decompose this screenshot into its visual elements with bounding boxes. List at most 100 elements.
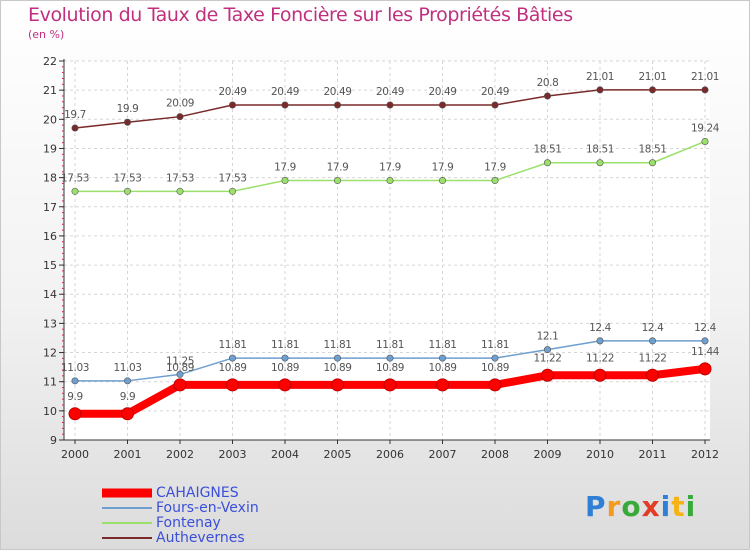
- series-cahaignes: [68, 362, 712, 421]
- data-label: 12.4: [642, 322, 664, 334]
- data-point: [386, 354, 394, 362]
- data-label: 17.53: [166, 172, 194, 184]
- data-label: 20.49: [218, 86, 246, 98]
- logo-letter: i: [685, 490, 697, 523]
- x-tick-label: 2010: [586, 448, 614, 461]
- data-label: 11.03: [113, 362, 141, 374]
- data-label: 11.81: [271, 339, 299, 351]
- data-point: [491, 101, 499, 109]
- y-tick-label: 16: [43, 230, 57, 243]
- data-label: 11.81: [323, 339, 351, 351]
- data-point: [438, 101, 446, 109]
- data-point: [646, 368, 659, 382]
- data-label: 17.9: [484, 162, 506, 174]
- data-label: 20.8: [537, 77, 559, 89]
- y-axis-unit: (en %): [28, 28, 65, 41]
- y-tick-label: 19: [43, 142, 57, 155]
- data-label: 11.81: [481, 339, 509, 351]
- data-point: [648, 159, 656, 167]
- data-label: 10.89: [481, 362, 509, 374]
- x-tick-label: 2005: [324, 448, 352, 461]
- x-tick-label: 2004: [271, 448, 299, 461]
- y-tick-label: 18: [43, 172, 57, 185]
- x-tick-label: 2008: [481, 448, 509, 461]
- x-tick-label: 2007: [429, 448, 457, 461]
- data-label: 11.25: [166, 355, 194, 367]
- logo-letter: t: [671, 490, 686, 523]
- data-point: [386, 101, 394, 109]
- data-point: [436, 378, 449, 392]
- data-label: 17.9: [432, 162, 454, 174]
- y-tick-label: 14: [43, 288, 57, 301]
- data-label: 19.24: [691, 122, 720, 134]
- data-label: 19.9: [117, 103, 139, 115]
- data-label: 19.7: [64, 109, 86, 121]
- data-point: [333, 354, 341, 362]
- data-label: 21.01: [638, 71, 666, 83]
- data-point: [121, 407, 134, 421]
- x-tick-label: 2002: [166, 448, 194, 461]
- data-point: [701, 337, 709, 345]
- data-point: [596, 337, 604, 345]
- legend-label-cahaignes: CAHAIGNES: [156, 485, 239, 501]
- x-tick-label: 2011: [639, 448, 667, 461]
- data-label: 10.89: [166, 362, 194, 374]
- data-label: 17.53: [61, 172, 89, 184]
- data-point: [541, 368, 554, 382]
- data-point: [176, 113, 184, 121]
- data-point: [698, 362, 712, 376]
- logo-letter: x: [641, 490, 661, 523]
- data-point: [124, 118, 132, 126]
- data-point: [488, 378, 502, 392]
- data-label: 10.89: [218, 362, 246, 374]
- y-tick-label: 10: [43, 405, 57, 418]
- data-label: 20.49: [323, 86, 351, 98]
- data-label: 12.4: [589, 322, 611, 334]
- x-tick-label: 2006: [376, 448, 404, 461]
- data-label: 21.01: [586, 71, 614, 83]
- series-fontenay: [71, 137, 709, 195]
- data-point: [383, 378, 397, 392]
- data-point: [491, 177, 499, 185]
- data-label: 11.22: [533, 352, 561, 364]
- data-point: [71, 124, 79, 132]
- data-point: [226, 378, 239, 392]
- y-tick-label: 20: [43, 113, 57, 126]
- data-label: 20.49: [481, 86, 509, 98]
- data-point: [648, 86, 656, 94]
- data-point: [229, 101, 237, 109]
- x-tick-label: 2009: [534, 448, 562, 461]
- data-label: 11.22: [586, 352, 614, 364]
- x-tick-label: 2012: [691, 448, 719, 461]
- data-point: [701, 137, 709, 145]
- data-point: [124, 187, 132, 195]
- data-label: 18.51: [586, 144, 614, 156]
- data-point: [438, 177, 446, 185]
- logo-letter: r: [606, 490, 622, 523]
- data-point: [124, 377, 132, 385]
- data-point: [386, 177, 394, 185]
- data-label: 12.1: [537, 331, 559, 343]
- data-point: [333, 101, 341, 109]
- logo-letter: o: [621, 490, 642, 523]
- data-point: [543, 346, 551, 354]
- data-label: 18.51: [533, 144, 561, 156]
- data-label: 9.9: [120, 391, 136, 403]
- y-tick-label: 22: [43, 55, 57, 68]
- data-label: 17.53: [113, 172, 141, 184]
- data-label: 18.51: [638, 144, 666, 156]
- legend-label-fontenay: Fontenay: [156, 515, 221, 531]
- data-label: 20.09: [166, 98, 194, 110]
- y-tick-label: 17: [43, 201, 57, 214]
- data-point: [596, 86, 604, 94]
- data-label: 17.9: [379, 162, 401, 174]
- data-point: [281, 354, 289, 362]
- x-tick-label: 2001: [114, 448, 142, 461]
- data-point: [593, 368, 607, 382]
- data-label: 11.22: [638, 352, 666, 364]
- logo-letter: P: [585, 490, 607, 523]
- data-label: 12.4: [694, 322, 716, 334]
- data-label: 20.49: [376, 86, 404, 98]
- data-point: [333, 177, 341, 185]
- data-point: [648, 337, 656, 345]
